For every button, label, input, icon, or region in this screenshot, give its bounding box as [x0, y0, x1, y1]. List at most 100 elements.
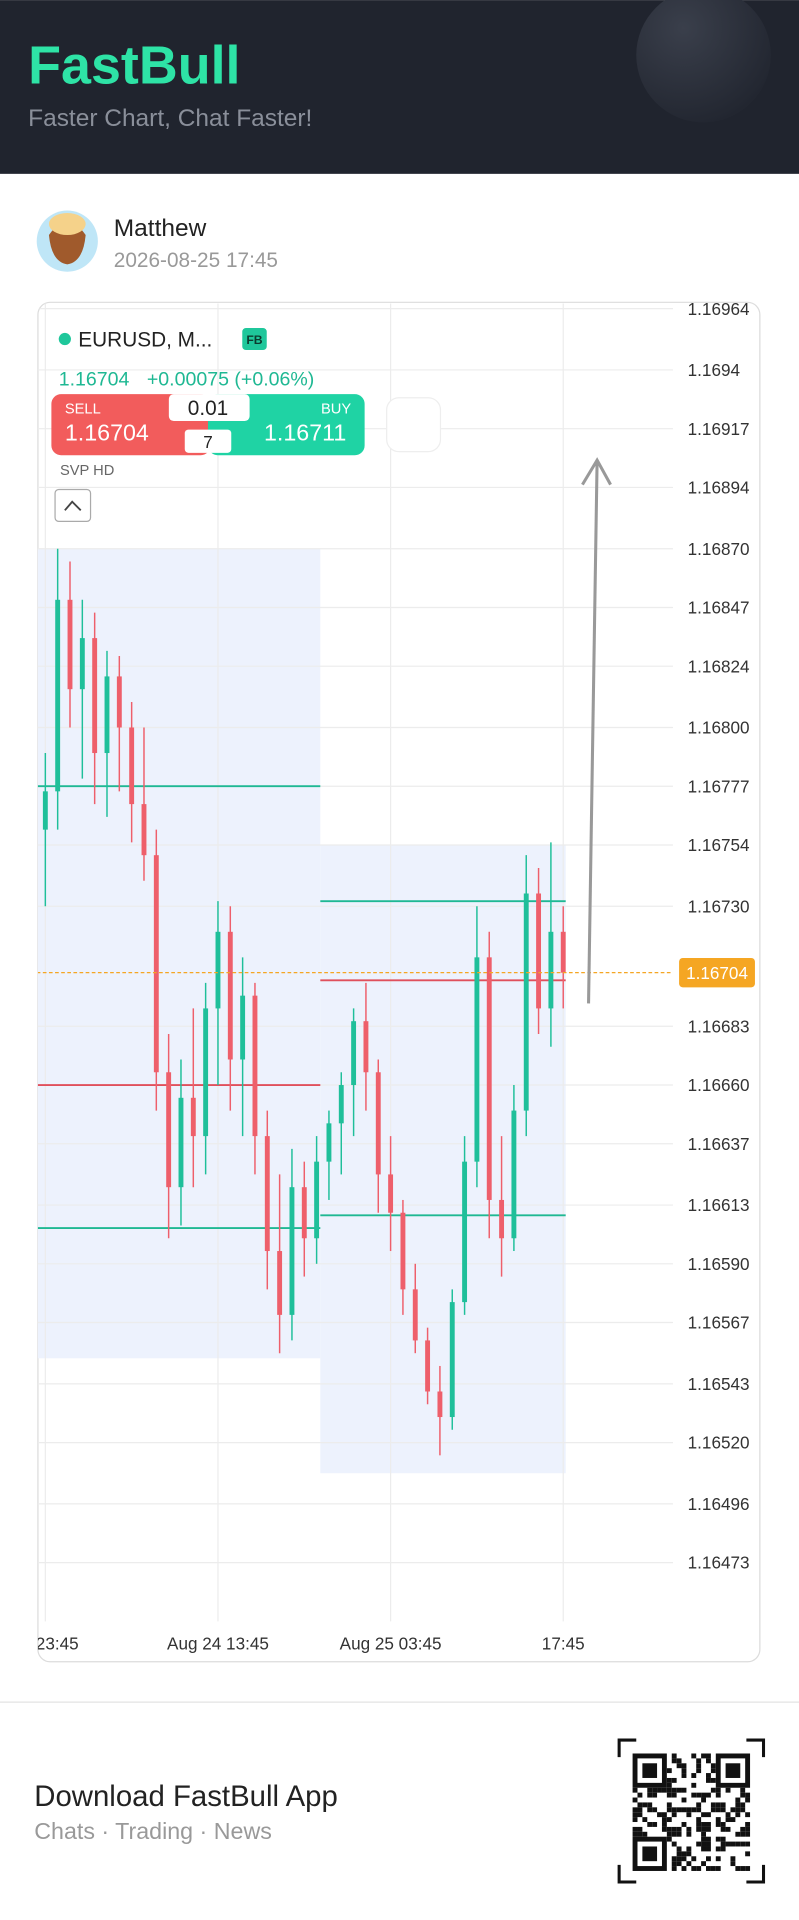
- collapse-icon: [64, 500, 82, 511]
- qr-cell: [686, 1826, 692, 1832]
- qr-cell: [735, 1807, 741, 1813]
- plot: 23 23:45 Aug 24 13:45 Aug 25 03:45 17:45: [12, 303, 673, 1653]
- qr-cell: [691, 1753, 697, 1759]
- qr-cell: [706, 1792, 711, 1798]
- y-tick-label: 1.16964: [688, 299, 750, 319]
- qr-cell: [725, 1787, 731, 1793]
- avatar-turban: [48, 213, 86, 236]
- qr-cell: [745, 1866, 751, 1871]
- qr-cell: [637, 1802, 643, 1808]
- qr-cell: [706, 1836, 711, 1842]
- x-tick-label: 23 23:45: [12, 1633, 79, 1653]
- qr-cell: [686, 1807, 692, 1813]
- qr-cell: [730, 1856, 736, 1862]
- candle-body: [55, 599, 61, 792]
- qr-cell: [681, 1807, 687, 1813]
- y-tick-label: 1.16473: [688, 1553, 750, 1573]
- qr-cell: [632, 1831, 638, 1837]
- candle-body: [42, 791, 48, 830]
- y-tick-label: 1.16613: [688, 1195, 750, 1215]
- qr-cell: [715, 1822, 721, 1827]
- qr-cell: [715, 1807, 721, 1813]
- qr-cell: [706, 1856, 711, 1862]
- footer-title: Download FastBull App: [34, 1780, 338, 1813]
- qr-cell: [706, 1841, 711, 1847]
- spread-box: [184, 429, 232, 453]
- y-tick-label: 1.16496: [688, 1494, 750, 1514]
- qr-cell: [671, 1787, 677, 1793]
- header-decor: [636, 0, 771, 123]
- candle-body: [314, 1161, 320, 1239]
- candle-body: [326, 1123, 332, 1162]
- qr-cell: [715, 1846, 721, 1852]
- qr-cell: [632, 1807, 638, 1813]
- spread: 7: [203, 432, 213, 452]
- qr-cell: [647, 1792, 653, 1798]
- candle-body: [203, 1008, 209, 1137]
- qr-cell: [730, 1841, 736, 1847]
- qr-cell: [735, 1866, 741, 1871]
- qr-cell: [666, 1826, 672, 1832]
- qr-cell: [676, 1851, 682, 1857]
- qr-cell: [745, 1812, 751, 1818]
- qr-finder: [632, 1836, 667, 1871]
- qr-cell: [686, 1812, 692, 1818]
- qr-cell: [642, 1831, 648, 1837]
- candle-body: [449, 1302, 455, 1418]
- qr-cell: [676, 1807, 682, 1813]
- x-tick-label: Aug 24 13:45: [167, 1633, 269, 1653]
- qr-finder: [632, 1753, 667, 1788]
- qr-cell: [661, 1826, 667, 1832]
- candle-body: [240, 995, 246, 1060]
- symbol: EURUSD, M...: [78, 328, 212, 351]
- qr-cell: [647, 1802, 653, 1808]
- last-price-tag: [679, 957, 755, 988]
- indicator: SVP HD: [60, 463, 114, 479]
- y-tick-label: 1.16824: [688, 656, 750, 676]
- qr-cell: [701, 1846, 707, 1852]
- y-tick-label: 1.16543: [688, 1374, 750, 1394]
- qr-cell: [657, 1787, 662, 1793]
- qr-cell: [745, 1826, 751, 1832]
- qr-cell: [720, 1807, 726, 1813]
- post-time: 2026-08-25 17:45: [114, 249, 278, 272]
- volume-profile: [320, 844, 566, 1474]
- qr-cell: [740, 1866, 746, 1871]
- qr-cell: [696, 1841, 702, 1847]
- qr-corner: [617, 1738, 637, 1758]
- qr-cell: [666, 1792, 672, 1798]
- qr-cell: [735, 1841, 741, 1847]
- lot-input[interactable]: [168, 394, 250, 422]
- qr-cell: [715, 1856, 721, 1862]
- qr-cell: [720, 1836, 726, 1842]
- candle-body: [560, 931, 566, 973]
- qr-cell: [691, 1782, 697, 1788]
- tagline: Faster Chart, Chat Faster!: [28, 105, 312, 132]
- qr-cell: [740, 1802, 746, 1808]
- footer-subtitle: Chats · Trading · News: [34, 1818, 272, 1844]
- tool-button[interactable]: [386, 397, 442, 453]
- collapse-button[interactable]: [54, 488, 92, 522]
- x-tick-label: 17:45: [542, 1633, 585, 1653]
- candle-body: [499, 1199, 505, 1239]
- candle-body: [116, 676, 122, 728]
- qr-cell: [661, 1812, 667, 1818]
- qr-cell: [661, 1822, 667, 1827]
- qr-cell: [701, 1826, 707, 1832]
- qr-cell: [691, 1773, 697, 1778]
- qr-cell: [637, 1831, 643, 1837]
- candle-body: [92, 638, 98, 754]
- qr-cell: [701, 1753, 707, 1759]
- candle-body: [486, 957, 492, 1200]
- qr-cell: [671, 1856, 677, 1862]
- qr-corner: [746, 1738, 766, 1758]
- qr-cell: [671, 1792, 677, 1798]
- qr-cell: [725, 1812, 731, 1818]
- candle-body: [289, 1187, 295, 1315]
- candle-body: [264, 1136, 270, 1252]
- qr-cell: [676, 1826, 682, 1832]
- qr-cell: [720, 1826, 726, 1832]
- qr-cell: [671, 1831, 677, 1837]
